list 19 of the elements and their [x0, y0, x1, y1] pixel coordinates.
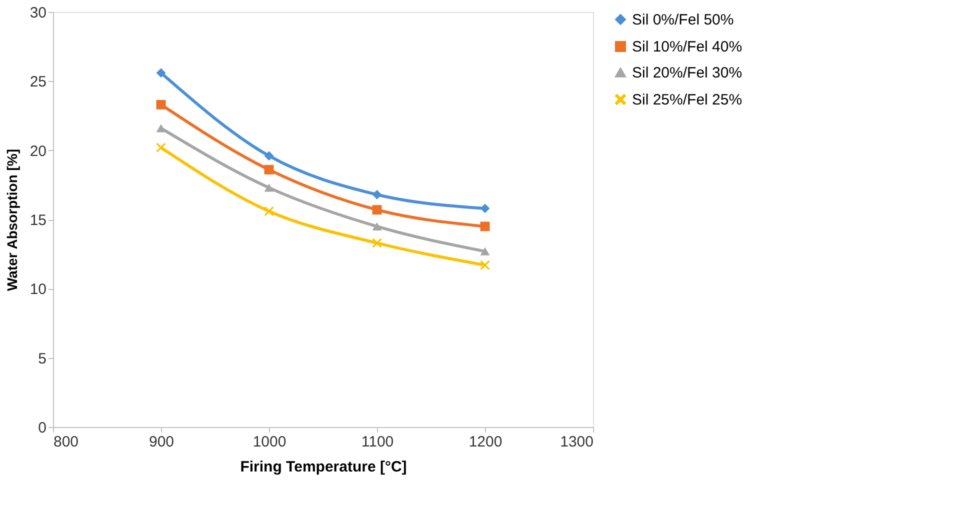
legend-label: Sil 0%/Fel 50%	[632, 12, 734, 28]
x-tick-label: 900	[148, 434, 174, 450]
legend-label: Sil 20%/Fel 30%	[632, 64, 742, 82]
x-tick-label: 1000	[252, 434, 286, 450]
y-tick-label: 5	[38, 350, 46, 368]
legend-label: Sil 10%/Fel 40%	[632, 38, 742, 56]
y-tick-label: 0	[38, 420, 46, 436]
y-tick-label: 25	[30, 74, 46, 91]
y-tick-label: 30	[30, 4, 46, 22]
x-tick-label: 1300	[560, 434, 594, 450]
x-tick-label: 1200	[468, 434, 502, 450]
x-tick-label: 800	[54, 434, 79, 450]
y-tick-label: 10	[30, 281, 46, 298]
x-tick-label: 1100	[361, 434, 394, 450]
y-axis-title: Water Absorption [%]	[4, 148, 20, 292]
y-tick-label: 15	[30, 212, 46, 229]
legend-label: Sil 25%/Fel 25%	[632, 92, 742, 108]
x-axis-title: Firing Temperature [°C]	[240, 458, 407, 476]
y-tick-label: 20	[30, 142, 46, 160]
